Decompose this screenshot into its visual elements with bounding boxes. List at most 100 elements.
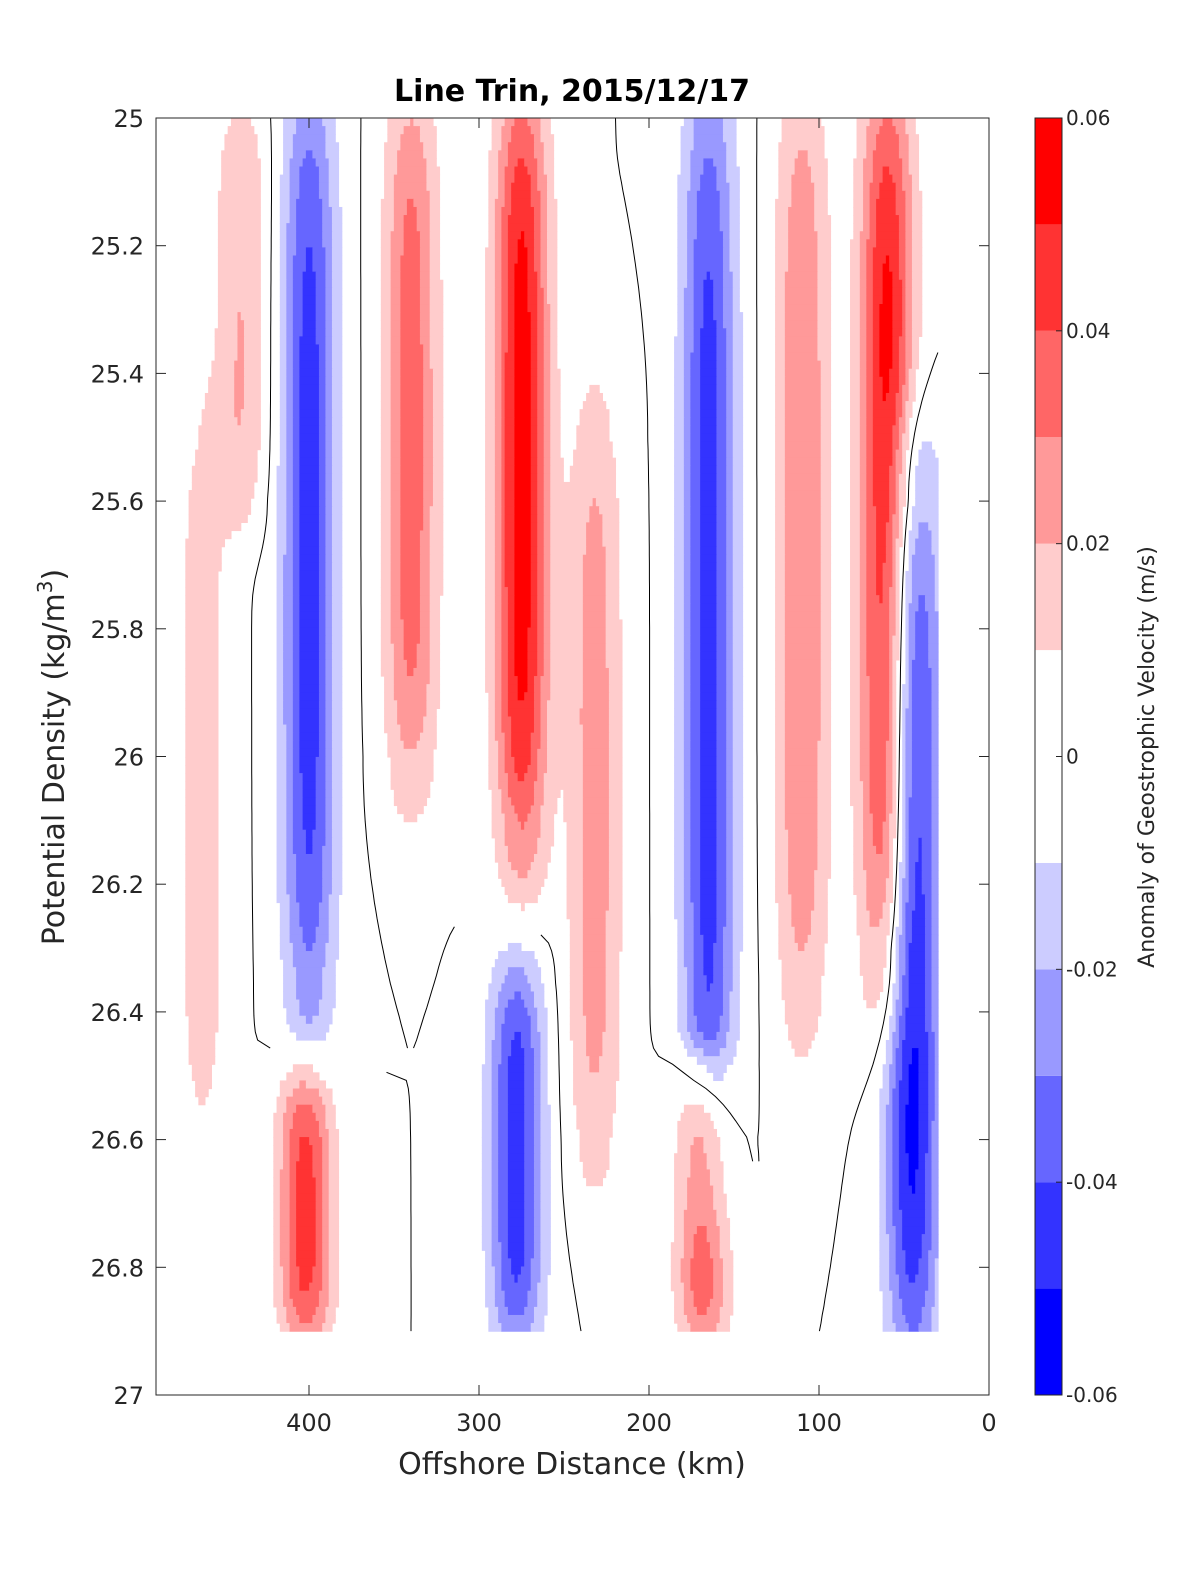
- contour-cell: [693, 263, 724, 273]
- contour-cell: [674, 748, 685, 758]
- contour-cell: [566, 853, 584, 863]
- contour-cell: [292, 942, 307, 952]
- contour-cell: [325, 724, 333, 734]
- contour-cell: [696, 223, 721, 232]
- contour-cell: [775, 627, 786, 637]
- contour-cell: [283, 1120, 294, 1130]
- contour-cell: [683, 465, 691, 475]
- contour-cell: [866, 473, 874, 483]
- contour-cell: [514, 627, 529, 637]
- contour-cell: [700, 627, 718, 637]
- contour-cell: [296, 1242, 317, 1251]
- contour-cell: [286, 1007, 300, 1017]
- contour-cell: [289, 1266, 300, 1276]
- zero-contour-lines: [251, 117, 939, 1332]
- contour-cell: [732, 538, 744, 548]
- contour-cell: [279, 344, 287, 354]
- contour-cell: [700, 708, 718, 718]
- contour-cell: [726, 765, 734, 774]
- contour-cell: [859, 522, 867, 532]
- contour-cell: [892, 522, 900, 532]
- contour-cell: [429, 328, 444, 337]
- contour-cell: [683, 433, 691, 443]
- contour-cell: [296, 239, 323, 249]
- contour-cell: [276, 498, 287, 507]
- contour-cell: [331, 376, 343, 386]
- contour-cell: [892, 1145, 900, 1154]
- contour-cell: [527, 765, 538, 774]
- contour-cell: [700, 392, 718, 402]
- contour-cell: [582, 789, 610, 798]
- contour-cell: [885, 1185, 893, 1195]
- contour-cell: [299, 449, 320, 459]
- contour-cell: [586, 530, 603, 540]
- contour-cell: [485, 279, 496, 289]
- contour-cell: [533, 247, 542, 257]
- contour-cell: [722, 287, 734, 297]
- contour-cell: [504, 441, 516, 451]
- contour-cell: [299, 490, 320, 499]
- contour-cell: [432, 409, 444, 418]
- contour-cell: [693, 975, 708, 984]
- contour-cell: [403, 740, 418, 750]
- contour-cell: [312, 263, 327, 273]
- contour-cell: [674, 805, 685, 815]
- contour-cell: [775, 514, 786, 523]
- contour-cell: [530, 740, 542, 750]
- contour-cell: [700, 360, 718, 370]
- contour-cell: [911, 263, 923, 273]
- contour-cell: [292, 643, 300, 653]
- contour-cell: [690, 1274, 714, 1284]
- contour-cell: [419, 570, 431, 580]
- contour-cell: [784, 401, 822, 410]
- contour-cell: [863, 975, 884, 984]
- contour-cell: [380, 409, 392, 418]
- contour-cell: [820, 409, 832, 418]
- contour-cell: [491, 1128, 499, 1138]
- contour-cell: [387, 126, 405, 135]
- contour-cell: [498, 1096, 509, 1106]
- contour-cell: [400, 142, 424, 151]
- contour-cell: [273, 1201, 281, 1211]
- contour-cell: [902, 409, 907, 418]
- contour-cell: [328, 190, 340, 200]
- contour-cell: [494, 1266, 502, 1276]
- contour-cell: [504, 425, 516, 435]
- contour-cell: [850, 247, 861, 257]
- contour-cell: [283, 967, 297, 976]
- contour-cell: [537, 635, 545, 645]
- contour-cell: [537, 562, 545, 572]
- contour-cell: [504, 1007, 529, 1017]
- contour-cell: [390, 304, 401, 313]
- contour-cell: [286, 862, 297, 871]
- contour-cell: [543, 392, 551, 402]
- contour-cell: [328, 1226, 340, 1235]
- contour-cell: [514, 595, 532, 604]
- contour-cell: [432, 441, 444, 451]
- contour-cell: [674, 797, 685, 807]
- contour-cell: [299, 336, 317, 346]
- contour-cell: [690, 579, 701, 588]
- contour-cell: [514, 991, 522, 1001]
- contour-cell: [732, 643, 744, 653]
- contour-cell: [543, 667, 551, 677]
- contour-cell: [700, 878, 718, 887]
- contour-cell: [501, 409, 506, 418]
- contour-cell: [279, 951, 294, 960]
- contour-cell: [185, 554, 222, 564]
- contour-cell: [784, 643, 822, 653]
- contour-cell: [928, 1064, 936, 1073]
- contour-cell: [543, 344, 551, 354]
- contour-cell: [530, 392, 538, 402]
- contour-cell: [690, 611, 701, 621]
- contour-cell: [273, 1137, 284, 1146]
- contour-cell: [530, 562, 538, 572]
- contour-cell: [540, 134, 555, 143]
- contour-cell: [279, 182, 291, 192]
- contour-cell: [514, 409, 532, 418]
- contour-cell: [504, 368, 516, 378]
- contour-cell: [908, 1274, 916, 1284]
- contour-cell: [276, 870, 287, 879]
- contour-cell: [716, 829, 727, 839]
- contour-cell: [582, 829, 610, 839]
